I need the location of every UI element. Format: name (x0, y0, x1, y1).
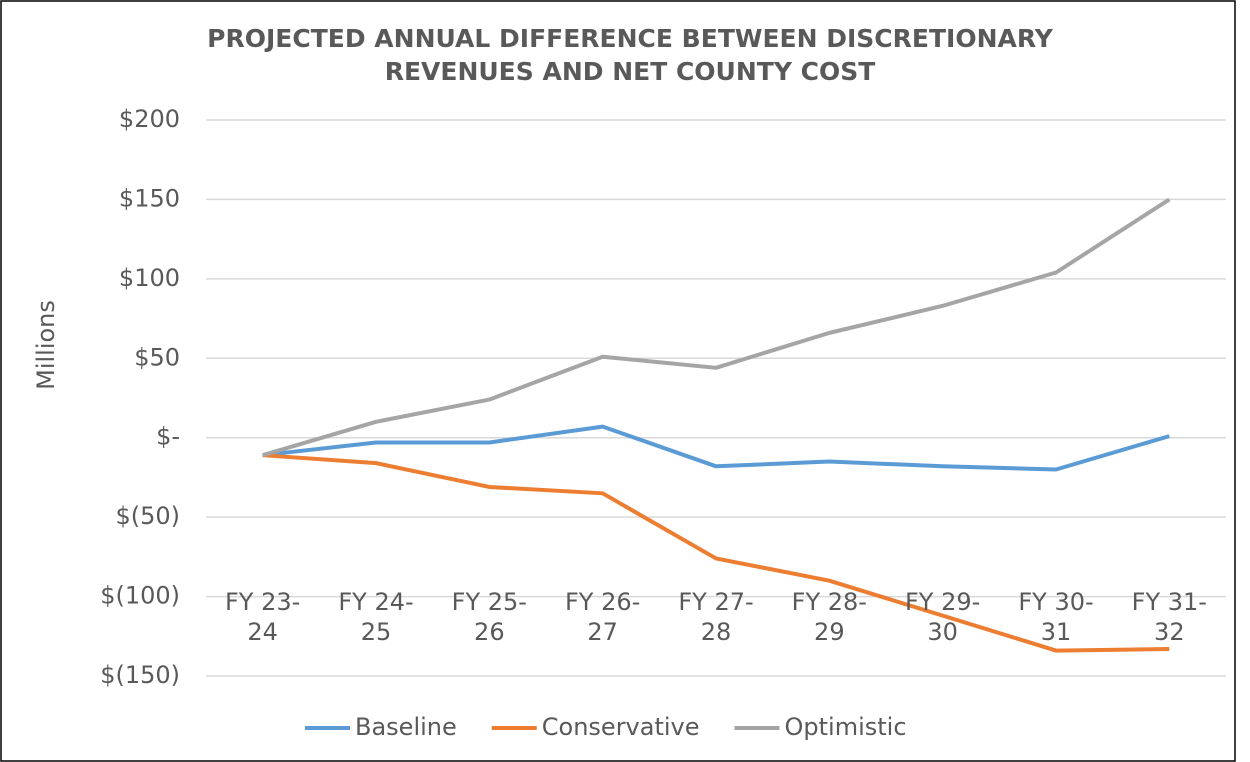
y-axis-label: Millions (32, 300, 60, 390)
chart-title: PROJECTED ANNUAL DIFFERENCE BETWEEN DISC… (207, 24, 1054, 53)
y-tick-label: $200 (119, 105, 180, 133)
series-line (262, 424, 1170, 472)
y-tick-label: $(150) (100, 661, 180, 689)
y-tick-label: $- (156, 423, 180, 451)
x-tick-label: FY 26-27 (565, 588, 641, 646)
y-tick-label: $150 (119, 184, 180, 212)
legend-label: Optimistic (785, 713, 907, 741)
legend-label: Baseline (355, 713, 457, 741)
chart-subtitle: REVENUES AND NET COUNTY COST (385, 57, 876, 86)
x-tick-label: FY 23-24 (225, 588, 301, 646)
x-tick-label: FY 25-26 (451, 588, 527, 646)
x-tick-label: FY 27-28 (678, 588, 754, 646)
x-tick-label: FY 24-25 (338, 588, 414, 646)
x-tick-label: FY 29-30 (905, 588, 981, 646)
series-line (262, 453, 1170, 653)
x-tick-label: FY 30-31 (1018, 588, 1094, 646)
x-tick-label: FY 31-32 (1131, 588, 1207, 646)
legend-label: Conservative (542, 713, 700, 741)
series-line (262, 197, 1171, 458)
y-tick-label: $50 (134, 343, 180, 371)
y-tick-label: $(50) (115, 502, 180, 530)
y-tick-label: $100 (119, 264, 180, 292)
y-tick-label: $(100) (100, 582, 180, 610)
x-tick-label: FY 28-29 (791, 588, 867, 646)
